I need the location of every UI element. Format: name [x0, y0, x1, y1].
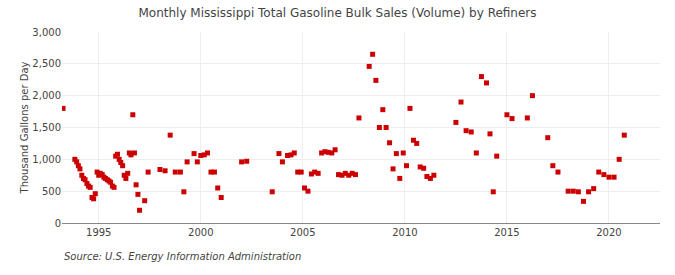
- svg-text:0: 0: [55, 218, 61, 229]
- svg-text:3,000: 3,000: [32, 27, 61, 38]
- svg-text:2,500: 2,500: [32, 58, 61, 69]
- svg-text:2000: 2000: [188, 227, 213, 238]
- svg-text:Source: U.S. Energy Informatio: Source: U.S. Energy Information Administ…: [64, 251, 301, 262]
- svg-text:2020: 2020: [596, 227, 621, 238]
- svg-text:2,000: 2,000: [32, 90, 61, 101]
- svg-text:Thousand Gallons per Day: Thousand Gallons per Day: [19, 61, 30, 194]
- svg-text:1,500: 1,500: [32, 122, 61, 133]
- svg-text:1995: 1995: [86, 227, 111, 238]
- svg-text:2015: 2015: [494, 227, 519, 238]
- svg-text:Monthly Mississippi Total Gaso: Monthly Mississippi Total Gasoline Bulk …: [138, 6, 536, 20]
- svg-text:1,000: 1,000: [32, 154, 61, 165]
- svg-text:2005: 2005: [290, 227, 315, 238]
- svg-text:500: 500: [42, 186, 61, 197]
- svg-text:2010: 2010: [392, 227, 417, 238]
